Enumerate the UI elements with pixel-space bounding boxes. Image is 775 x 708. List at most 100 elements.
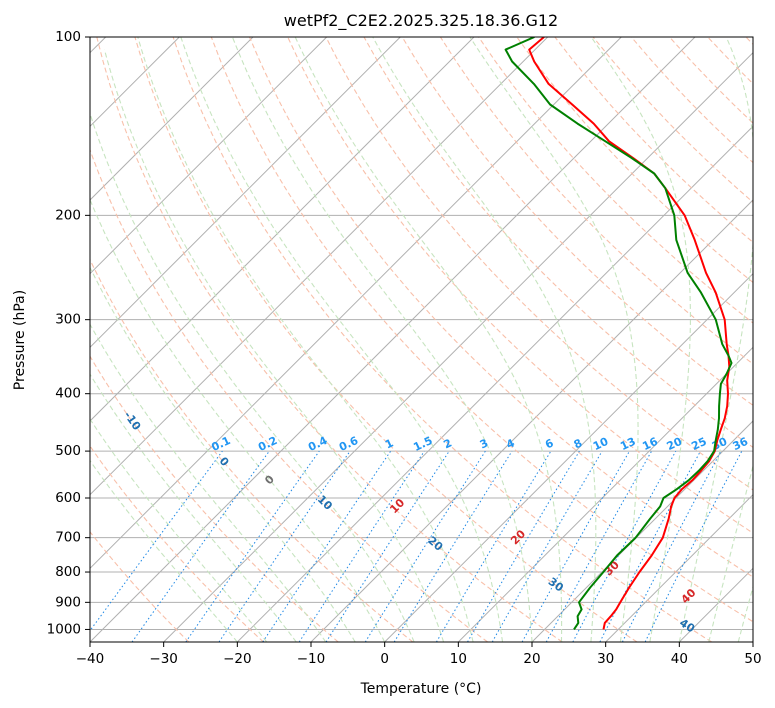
y-tick-label: 100 <box>55 29 81 45</box>
isotherm-line <box>90 37 549 496</box>
moist-adiabat-line <box>137 37 474 642</box>
mixing-ratio-line <box>521 450 630 642</box>
dry-adiabat-line <box>90 258 414 642</box>
mixing-ratio-label: 30 <box>710 435 730 453</box>
y-tick-label: 900 <box>55 594 81 610</box>
moist-adiabat-label: 10 <box>387 496 407 516</box>
dry-adiabat-label: 40 <box>677 616 697 635</box>
mixing-ratio-line <box>393 450 513 642</box>
y-tick-label: 600 <box>55 490 81 506</box>
mixing-ratio-label: 4 <box>504 436 517 451</box>
moist-adiabat-label: 0 <box>262 472 277 487</box>
y-tick-label: 800 <box>55 564 81 580</box>
x-tick-label: 50 <box>744 651 761 667</box>
mixing-ratio-label: 13 <box>618 435 637 453</box>
moist-adiabat-line <box>231 37 533 642</box>
x-tick-label: 30 <box>597 651 614 667</box>
isotherm-line <box>605 493 753 642</box>
isotherm-line <box>236 125 753 642</box>
moist-adiabat-line <box>590 37 691 642</box>
isotherm-line <box>752 641 753 642</box>
mixing-ratio-label: 2 <box>442 436 454 451</box>
moist-adiabat-line <box>294 37 563 642</box>
y-tick-label: 400 <box>55 386 81 402</box>
moist-adiabat-line <box>103 49 445 642</box>
isotherm-line <box>457 346 753 642</box>
mixing-ratio-line <box>621 450 722 642</box>
mixing-ratio-label: 10 <box>591 435 611 453</box>
moist-adiabat-line <box>90 418 268 642</box>
dry-adiabat-line <box>669 37 753 124</box>
plot-frame <box>89 36 754 643</box>
mixing-ratio-label: 1 <box>383 436 395 451</box>
moist-adiabat-label: 20 <box>508 527 528 547</box>
dewpoint-line <box>504 37 733 630</box>
y-tick-label: 200 <box>55 207 81 223</box>
x-tick-label: 10 <box>450 651 467 667</box>
dry-adiabat-line <box>90 355 339 642</box>
y-tick-label: 300 <box>55 312 81 328</box>
mixing-ratio-line <box>364 450 486 642</box>
x-tick-label: −10 <box>297 651 326 667</box>
dry-adiabat-line <box>172 37 712 642</box>
moist-adiabat-label: 40 <box>679 586 699 606</box>
mixing-ratio-line <box>325 450 450 642</box>
dry-adiabat-line <box>96 37 563 642</box>
isotherm-line <box>90 37 328 275</box>
isotherm-line <box>90 37 401 349</box>
mixing-ratio-label: 36 <box>731 435 751 453</box>
mixing-ratio-line <box>644 450 743 642</box>
mixing-ratio-line <box>435 450 552 642</box>
y-tick-label: 700 <box>55 530 81 546</box>
mixing-ratio-line <box>185 450 320 642</box>
dry-adiabat-line <box>248 37 753 578</box>
x-tick-label: 0 <box>380 651 389 667</box>
dry-adiabat-line <box>439 37 753 365</box>
moist-adiabat-line <box>90 266 356 642</box>
dry-adiabat-line <box>478 37 753 324</box>
mixing-ratio-line <box>90 450 223 632</box>
x-tick-label: −30 <box>149 651 178 667</box>
x-tick-label: −20 <box>223 651 252 667</box>
y-axis: 1000 900 800 700 600 500 400 300 200 100 <box>47 29 90 637</box>
dry-adiabat-line <box>401 37 753 407</box>
mixing-ratio-label: 6 <box>543 436 556 451</box>
x-tick-label: −40 <box>76 651 105 667</box>
x-axis-label: Temperature (°C) <box>360 681 482 697</box>
dry-adiabat-line <box>90 445 264 642</box>
moist-adiabat-line <box>90 373 297 642</box>
isotherm-line <box>90 37 475 422</box>
moist-adiabat-line <box>708 464 753 642</box>
isotherm-line <box>163 51 753 642</box>
dry-adiabat-line <box>516 37 753 284</box>
moist-adiabat-line <box>90 198 386 642</box>
moist-adiabat-line <box>469 37 639 642</box>
dry-adiabat-label: -10 <box>121 409 143 433</box>
mixing-ratio-line <box>131 450 270 642</box>
mixing-ratio-label: 20 <box>665 435 685 453</box>
dry-adiabat-label: 30 <box>546 575 566 595</box>
isotherm-line <box>90 37 696 642</box>
y-tick-label: 500 <box>55 443 81 459</box>
mixing-ratio-line <box>218 450 351 642</box>
dry-adiabat-label: 20 <box>425 534 445 554</box>
moist-adiabat-line <box>372 37 597 642</box>
dry-adiabat-line <box>287 37 753 534</box>
isotherm-line <box>90 37 622 570</box>
x-tick-label: 40 <box>671 651 688 667</box>
x-axis: −40 −30 −20 −10 0 10 20 30 40 50 <box>76 642 762 667</box>
dry-adiabat-line <box>90 530 190 642</box>
mixing-ratio-label: 16 <box>640 435 660 453</box>
moist-adiabat-line <box>90 459 238 642</box>
dry-adiabat-line <box>134 37 638 642</box>
moist-adiabat-line <box>737 585 753 642</box>
y-tick-label: 1000 <box>47 621 81 637</box>
mixing-ratio-line <box>262 450 392 642</box>
mixing-ratio-label: 25 <box>689 435 708 453</box>
moist-adiabat-line <box>180 37 504 642</box>
dry-adiabat-line <box>363 37 753 448</box>
dry-adiabat-line <box>325 37 753 491</box>
mixing-ratio-line <box>545 450 653 642</box>
dry-adiabat-line <box>745 37 753 45</box>
